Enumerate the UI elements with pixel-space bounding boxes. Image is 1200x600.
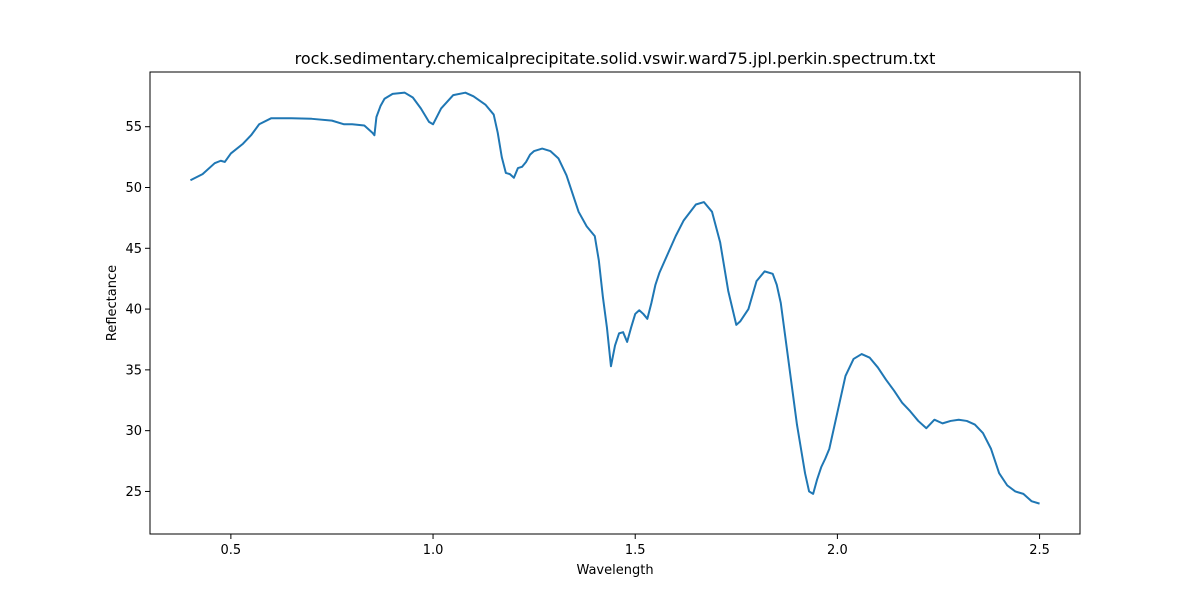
plot-frame bbox=[149, 71, 1081, 535]
x-axis-label: Wavelength bbox=[576, 563, 653, 578]
x-tick-label: 0.5 bbox=[221, 543, 242, 558]
y-axis-label: Reflectance bbox=[105, 265, 120, 341]
x-tick-label: 1.0 bbox=[423, 543, 444, 558]
x-tick-label: 1.5 bbox=[625, 543, 646, 558]
y-tick-label: 45 bbox=[125, 242, 142, 257]
x-axis: 0.5 1.0 1.5 2.0 2.5 bbox=[221, 534, 1050, 558]
x-tick-label: 2.0 bbox=[827, 543, 848, 558]
y-tick-label: 40 bbox=[125, 303, 142, 318]
chart-title: rock.sedimentary.chemicalprecipitate.sol… bbox=[295, 49, 936, 68]
y-tick-label: 55 bbox=[125, 120, 142, 135]
y-tick-label: 30 bbox=[125, 424, 142, 439]
x-tick-label: 2.5 bbox=[1029, 543, 1050, 558]
y-tick-label: 25 bbox=[125, 485, 142, 500]
y-axis: 25 30 35 40 45 50 55 bbox=[125, 120, 150, 500]
y-tick-label: 50 bbox=[125, 181, 142, 196]
y-tick-label: 35 bbox=[125, 363, 142, 378]
spectrum-line-0 bbox=[189, 91, 1040, 505]
plot-area bbox=[189, 91, 1040, 505]
